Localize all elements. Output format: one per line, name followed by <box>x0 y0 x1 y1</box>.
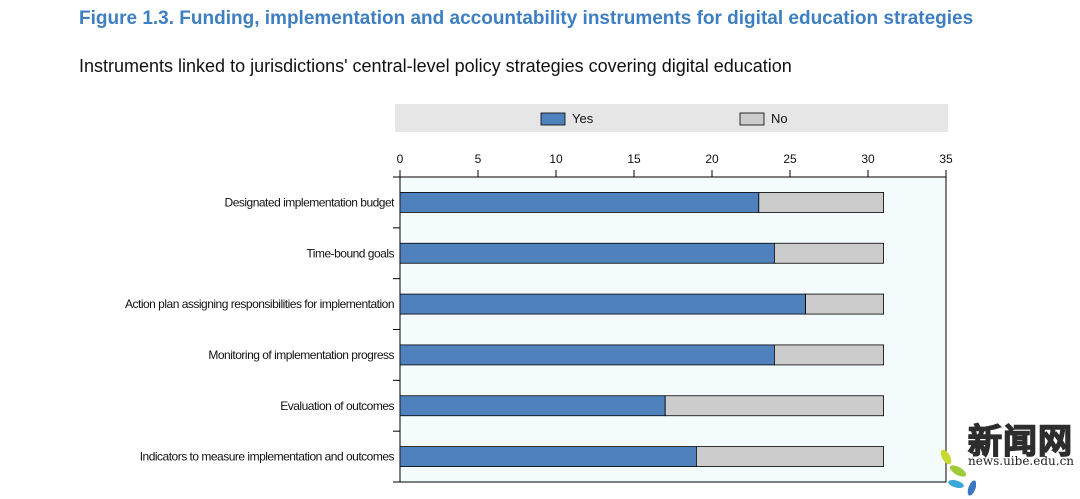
category-label: Indicators to measure implementation and… <box>140 450 395 464</box>
bar-no <box>805 293 884 315</box>
x-tick-label: 15 <box>627 152 641 166</box>
category-label: Time-bound goals <box>306 246 394 260</box>
bar-yes <box>399 395 666 417</box>
watermark-url: news.uibe.edu.cn <box>968 454 1075 468</box>
category-label: Designated implementation budget <box>225 195 396 209</box>
x-tick-label: 0 <box>397 152 404 166</box>
x-tick-label: 25 <box>783 152 797 166</box>
bar-no <box>774 344 885 366</box>
bar-no <box>758 192 884 213</box>
x-tick-label: 20 <box>705 152 719 166</box>
bar-yes <box>399 344 775 366</box>
legend-swatch-yes <box>540 112 566 126</box>
x-tick-label: 35 <box>939 152 953 166</box>
watermark-text: 新闻网 <box>967 421 1073 463</box>
bar-yes <box>399 446 697 467</box>
chart-subtitle: Instruments linked to jurisdictions' cen… <box>79 56 792 76</box>
bar-no <box>696 446 885 467</box>
bars <box>399 192 885 467</box>
chart-title: Figure 1.3. Funding, implementation and … <box>79 8 974 29</box>
legend-label-no: No <box>771 111 788 126</box>
x-tick-label: 30 <box>861 152 875 166</box>
x-tick-label: 10 <box>549 152 563 166</box>
bar-no <box>774 242 885 264</box>
bar-yes <box>399 293 807 315</box>
category-label: Evaluation of outcomes <box>280 399 394 413</box>
legend-swatch-no <box>739 112 765 126</box>
bar-yes <box>399 242 775 264</box>
category-label: Action plan assigning responsibilities f… <box>125 297 394 311</box>
leaf-icon <box>940 449 976 496</box>
x-tick-label: 5 <box>475 152 482 166</box>
legend: Yes No <box>540 111 788 126</box>
category-label: Monitoring of implementation progress <box>208 348 394 362</box>
y-axis: Designated implementation budget Time-bou… <box>125 176 400 483</box>
legend-box <box>395 104 948 132</box>
legend-label-yes: Yes <box>572 111 594 126</box>
bar-no <box>664 395 885 417</box>
plot-area <box>399 176 947 483</box>
x-axis: 0 5 10 15 20 25 30 35 <box>397 152 953 177</box>
bar-yes <box>399 192 760 213</box>
watermark-logo: 新闻网 news.uibe.edu.cn <box>936 414 1080 499</box>
